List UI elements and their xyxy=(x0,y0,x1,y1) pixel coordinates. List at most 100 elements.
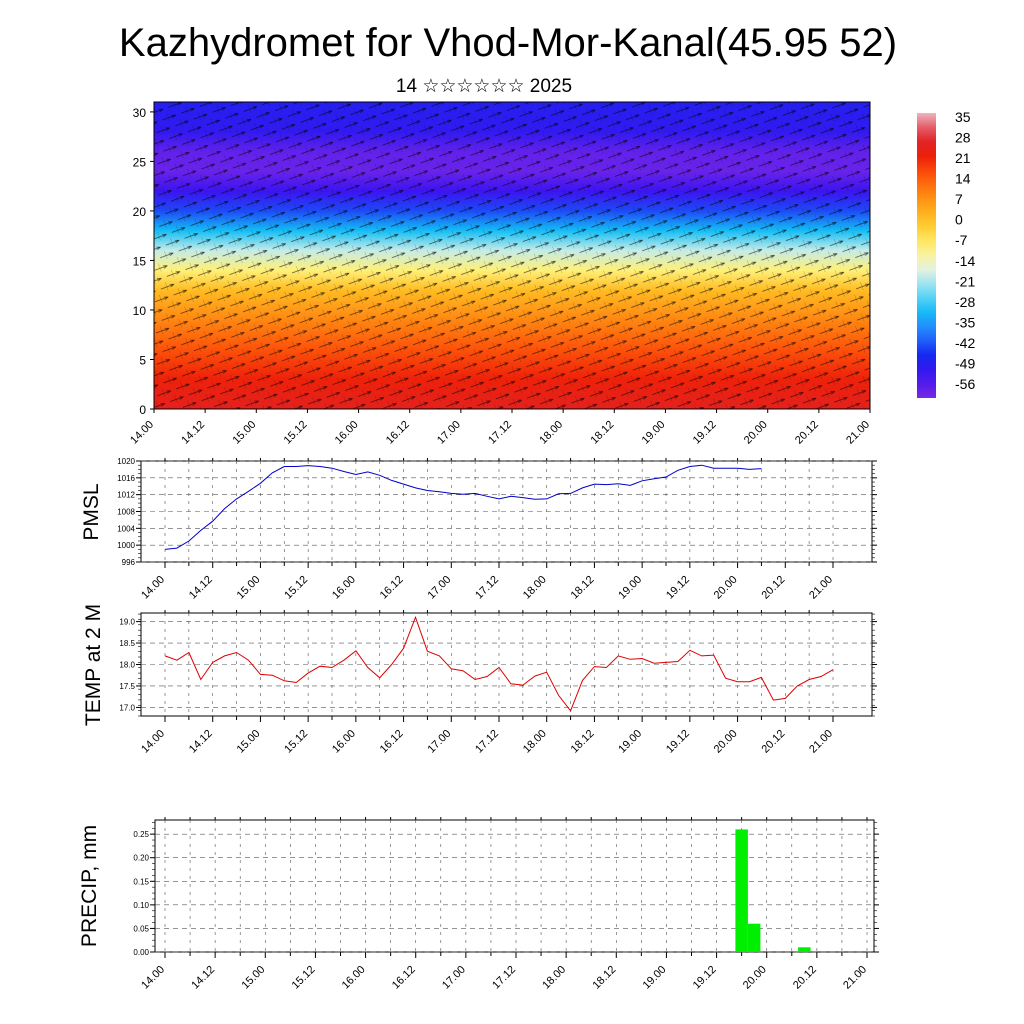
y-tick-label: 1016 xyxy=(117,474,135,483)
precip-bar xyxy=(735,829,748,952)
colorbar-label: -42 xyxy=(955,335,975,351)
colorbar-label: -14 xyxy=(955,253,975,269)
y-tick-label: 0.00 xyxy=(133,948,149,957)
x-tick-label: 21.00 xyxy=(844,419,872,447)
x-tick-label: 20.12 xyxy=(759,728,787,756)
x-tick-label: 20.00 xyxy=(741,964,769,992)
colorbar-label: -49 xyxy=(955,356,975,372)
colorbar-label: 7 xyxy=(955,191,963,207)
heatmap-y-axis: 0 5 10 15 20 25 30 xyxy=(133,106,154,417)
colorbar-label: -28 xyxy=(955,294,975,310)
y-tick-label: 0 xyxy=(139,403,146,417)
x-tick-label: 14.00 xyxy=(139,964,167,992)
x-tick-label: 18.00 xyxy=(521,574,549,602)
y-tick-label: 1020 xyxy=(117,457,135,466)
precip-y-label: PRECIP, mm xyxy=(78,825,101,947)
x-tick-label: 16.00 xyxy=(340,964,368,992)
x-tick-label: 15.00 xyxy=(235,728,263,756)
x-tick-label: 15.12 xyxy=(290,964,318,992)
x-tick-label: 17.00 xyxy=(435,419,463,447)
x-tick-label: 19.00 xyxy=(641,964,669,992)
colorbar-label: 21 xyxy=(955,150,971,166)
y-tick-label: 17.5 xyxy=(119,682,135,691)
x-tick-label: 18.00 xyxy=(540,964,568,992)
x-tick-label: 15.12 xyxy=(282,728,310,756)
colorbar-label: -56 xyxy=(955,376,975,392)
x-tick-label: 16.12 xyxy=(378,574,406,602)
chart-title: Kazhydromet for Vhod-Mor-Kanal(45.95 52) xyxy=(119,21,897,65)
x-tick-label: 20.12 xyxy=(759,574,787,602)
chart-subtitle: 14 ☆☆☆☆☆☆ 2025 xyxy=(396,76,572,97)
x-tick-label: 16.00 xyxy=(330,728,358,756)
pmsl-panel: PMSL 996 1000 1004 1008 1012 1016 1020 14.00 14.… xyxy=(80,457,877,602)
x-tick-label: 15.12 xyxy=(282,574,310,602)
x-tick-label: 15.12 xyxy=(282,419,310,447)
y-tick-label: 0.20 xyxy=(133,854,149,863)
panel-frame xyxy=(154,819,875,953)
x-tick-label: 19.12 xyxy=(691,964,719,992)
y-tick-label: 0.05 xyxy=(133,924,149,933)
x-tick-label: 17.00 xyxy=(425,728,453,756)
x-tick-label: 19.12 xyxy=(691,419,719,447)
x-tick-label: 19.00 xyxy=(616,728,644,756)
x-tick-label: 14.00 xyxy=(139,728,167,756)
colorbar-label: -35 xyxy=(955,314,975,330)
x-tick-label: 16.12 xyxy=(378,728,406,756)
x-tick-label: 16.00 xyxy=(333,419,361,447)
y-tick-label: 5 xyxy=(139,354,146,368)
y-tick-label: 30 xyxy=(133,106,147,120)
x-tick-label: 14.12 xyxy=(187,574,215,602)
x-tick-label: 16.12 xyxy=(390,964,418,992)
cross-section-panel: 0 5 10 15 20 25 30 14.00 14.12 15.00 15.12 16.00 16… xyxy=(128,101,872,447)
y-tick-label: 0.25 xyxy=(133,830,149,839)
y-tick-label: 10 xyxy=(133,304,147,318)
y-tick-label: 19.0 xyxy=(119,618,135,627)
x-tick-label: 19.00 xyxy=(640,419,668,447)
y-tick-label: 1012 xyxy=(117,491,135,500)
x-tick-label: 14.00 xyxy=(128,419,156,447)
x-tick-label: 14.12 xyxy=(179,419,207,447)
y-tick-label: 18.5 xyxy=(119,639,135,648)
x-tick-label: 14.12 xyxy=(189,964,217,992)
colorbar-label: 0 xyxy=(955,212,963,228)
x-tick-label: 18.12 xyxy=(569,728,597,756)
x-tick-label: 20.00 xyxy=(742,419,770,447)
x-tick-label: 19.12 xyxy=(664,728,692,756)
y-tick-label: 1000 xyxy=(117,541,135,550)
colorbar: 35 28 21 14 7 0 -7 -14 -21 -28 -35 -42 -49 -56 xyxy=(917,109,975,398)
x-tick-label: 21.00 xyxy=(807,574,835,602)
x-tick-label: 16.12 xyxy=(384,419,412,447)
x-tick-label: 18.12 xyxy=(569,574,597,602)
temp-panel: TEMP at 2 M 17.0 17.5 18.0 18.5 19.0 14.00 14.… xyxy=(82,604,877,756)
x-tick-label: 17.12 xyxy=(490,964,518,992)
precip-panel: PRECIP, mm 0.00 0.05 0.10 0.15 0.20 0.25 14.00… xyxy=(78,817,879,992)
colorbar-label: 28 xyxy=(955,130,971,146)
x-tick-label: 16.00 xyxy=(330,574,358,602)
colorbar-label: 35 xyxy=(955,109,971,125)
heatmap-x-axis: 14.00 14.12 15.00 15.12 16.00 16.12 17.00 17.12… xyxy=(128,409,872,447)
x-tick-label: 18.12 xyxy=(590,964,618,992)
x-tick-label: 17.00 xyxy=(425,574,453,602)
x-tick-label: 17.00 xyxy=(440,964,468,992)
temp-y-label: TEMP at 2 M xyxy=(82,604,105,726)
colorbar-labels: 35 28 21 14 7 0 -7 -14 -21 -28 -35 -42 -49 -56 xyxy=(955,109,975,392)
x-tick-label: 17.12 xyxy=(473,574,501,602)
y-tick-label: 1004 xyxy=(117,524,135,533)
y-tick-label: 18.0 xyxy=(119,661,135,670)
x-tick-label: 20.00 xyxy=(712,728,740,756)
x-tick-label: 21.00 xyxy=(841,964,869,992)
x-tick-label: 17.12 xyxy=(486,419,514,447)
y-tick-label: 25 xyxy=(133,155,147,169)
y-tick-label: 1008 xyxy=(117,508,135,517)
x-tick-label: 14.00 xyxy=(139,574,167,602)
x-tick-label: 17.12 xyxy=(473,728,501,756)
precip-bar xyxy=(798,947,811,952)
y-tick-label: 17.0 xyxy=(119,703,135,712)
x-tick-label: 19.12 xyxy=(664,574,692,602)
colorbar-label: 14 xyxy=(955,171,971,187)
x-tick-label: 21.00 xyxy=(807,728,835,756)
x-tick-label: 18.00 xyxy=(521,728,549,756)
x-tick-label: 14.12 xyxy=(187,728,215,756)
x-tick-label: 18.12 xyxy=(588,419,616,447)
